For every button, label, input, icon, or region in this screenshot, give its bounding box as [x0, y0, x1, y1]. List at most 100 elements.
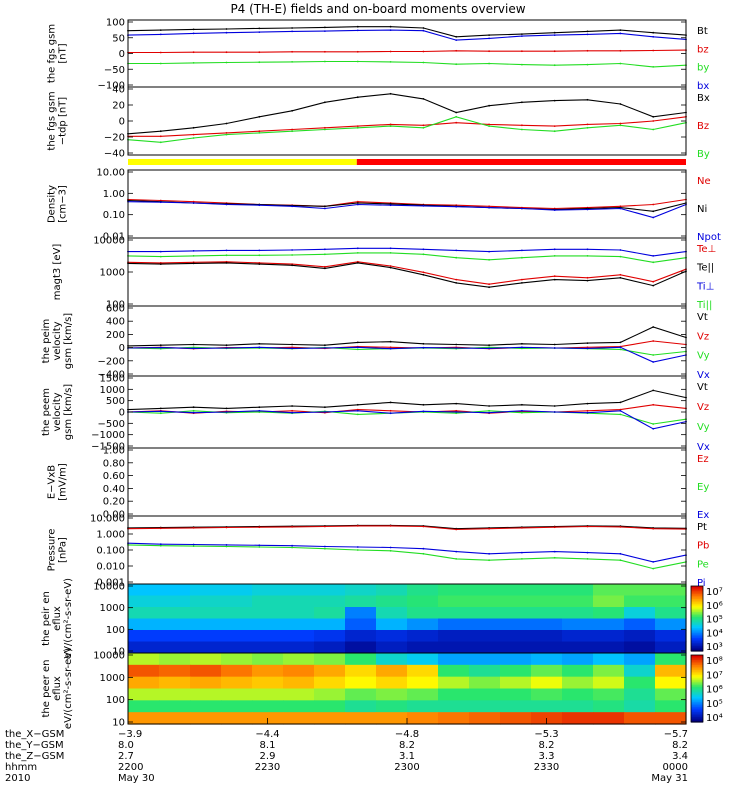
data-point: [422, 552, 425, 555]
data-point: [488, 206, 490, 209]
data-point: [455, 49, 458, 52]
colorbar-segment: [691, 590, 703, 594]
colorbar-segment: [691, 605, 703, 608]
data-point: [619, 273, 622, 276]
data-point: [455, 115, 458, 118]
legend-entry: Vz: [697, 331, 709, 342]
data-point: [422, 124, 425, 127]
heatmap-cell: [252, 595, 284, 608]
data-point: [324, 525, 326, 528]
heatmap-cell: [159, 653, 191, 666]
data-point: [586, 63, 589, 66]
data-point: [159, 29, 162, 31]
data-point: [488, 286, 490, 289]
heatmap-cell: [531, 653, 563, 666]
colorbar-segment: [691, 700, 703, 703]
data-point: [586, 30, 589, 33]
data-point: [324, 267, 326, 270]
heatmap-cell: [500, 700, 532, 713]
y-tick-label: −500: [98, 419, 125, 430]
heatmap-cell: [407, 653, 439, 666]
data-point: [324, 545, 326, 548]
heatmap-cell: [562, 700, 594, 713]
y-tick-label: −400: [98, 370, 125, 381]
data-point: [455, 402, 458, 405]
colorbar-segment: [691, 716, 703, 720]
heatmap-cell: [407, 584, 439, 597]
data-point: [652, 120, 655, 122]
data-point: [356, 546, 359, 548]
data-point: [521, 249, 523, 252]
y-axis-label: gsm [km/s]: [63, 384, 74, 440]
heatmap-cell: [438, 712, 470, 725]
colorbar-segment: [691, 683, 703, 686]
data-point: [225, 249, 228, 252]
data-point: [488, 559, 490, 562]
data-point: [192, 406, 195, 409]
legend-entry: bz: [697, 44, 709, 55]
heatmap-cell: [655, 653, 687, 666]
data-point: [652, 255, 655, 257]
heatmap-cell: [376, 607, 408, 620]
heatmap-cell: [407, 688, 439, 701]
data-point: [586, 208, 589, 211]
heatmap-cell: [407, 676, 439, 690]
data-point: [258, 526, 261, 529]
data-point: [422, 205, 425, 207]
data-point: [619, 341, 622, 344]
heatmap-cell: [593, 676, 625, 690]
data-point: [652, 340, 655, 342]
heatmap-cell: [562, 584, 594, 597]
data-point: [356, 252, 359, 254]
x-tick-label: 8.1: [260, 740, 276, 751]
series-line-By: [127, 116, 687, 143]
y-axis-label: gsm [km/s]: [63, 313, 74, 369]
colorbar-segment: [691, 608, 703, 611]
x-tick-label: −5.7: [664, 729, 688, 740]
panel-3: Ne Ni Npot 10.00 1.00 0.10 0.01 Density [cm−3]: [47, 168, 721, 244]
heatmap-cell: [531, 584, 563, 597]
data-point: [586, 255, 589, 257]
data-point: [586, 98, 589, 101]
heatmap-cell: [159, 688, 191, 701]
heatmap-cell: [221, 688, 253, 701]
data-point: [324, 248, 326, 251]
data-point: [291, 544, 293, 547]
y-axis-label: [cm−3]: [58, 185, 69, 223]
data-point: [159, 130, 162, 133]
series-line-Te⊥: [127, 261, 687, 285]
colorbar-segment: [691, 665, 703, 668]
data-point: [455, 121, 458, 124]
heatmap-cell: [624, 712, 656, 725]
data-point: [586, 411, 589, 414]
heatmap-cell: [500, 676, 532, 690]
heatmap-cell: [407, 607, 439, 620]
data-point: [291, 30, 293, 33]
data-point: [553, 405, 556, 407]
data-point: [521, 256, 523, 259]
x-tick-label: 8.2: [399, 740, 415, 751]
heatmap-cell: [159, 641, 191, 654]
status-bar-segment: [128, 159, 357, 165]
heatmap-cell: [500, 712, 532, 725]
colorbar-segment: [691, 663, 703, 666]
data-point: [652, 115, 655, 118]
heatmap-cell: [159, 664, 191, 678]
data-point: [553, 125, 556, 127]
legend-entry: Vx: [697, 442, 710, 453]
heatmap-cell: [159, 712, 191, 725]
data-point: [586, 126, 589, 129]
heatmap-cell: [655, 641, 687, 654]
colorbar-segment: [691, 621, 703, 624]
data-point: [586, 558, 589, 560]
data-point: [586, 551, 589, 554]
data-point: [652, 280, 655, 283]
heatmap-cell: [531, 664, 563, 678]
series-line-Pi: [127, 542, 687, 563]
heatmap-cell: [438, 653, 470, 666]
heatmap-cell: [190, 584, 222, 597]
data-point: [422, 271, 425, 274]
data-point: [324, 101, 326, 104]
y-tick-label: 1500: [100, 374, 125, 385]
data-point: [389, 204, 392, 207]
